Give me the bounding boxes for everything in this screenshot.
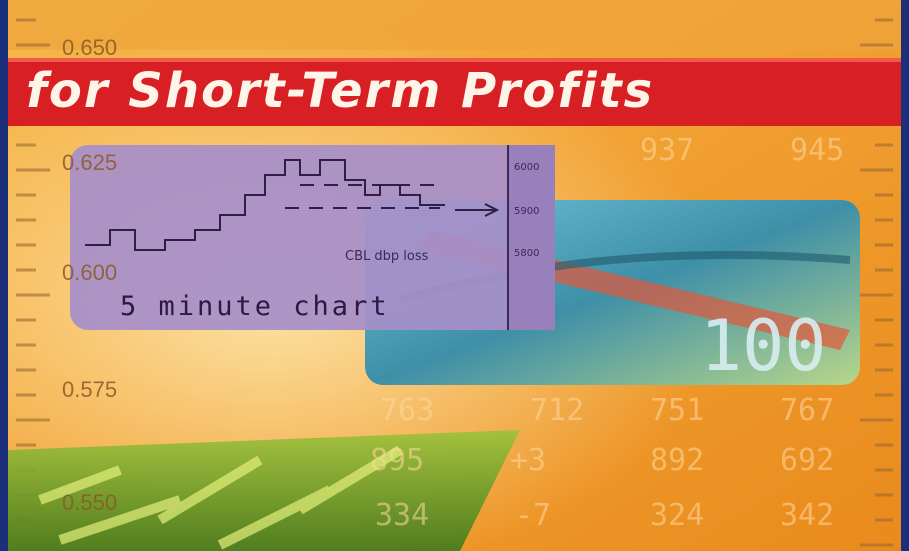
background-number: 892	[650, 443, 704, 478]
scale-label: 0.650	[62, 35, 117, 60]
scale-label: 0.575	[62, 377, 117, 402]
top-band	[8, 0, 901, 50]
background-number: +3	[510, 443, 546, 478]
scale-label: 0.625	[62, 150, 117, 175]
background-number: 763	[380, 393, 434, 428]
background-number: -7	[515, 498, 551, 533]
background-number: 895	[370, 443, 424, 478]
background-number: 945	[790, 133, 844, 168]
inset-axis-label: 5800	[514, 248, 539, 259]
background-number: 692	[780, 443, 834, 478]
banner: for Short-Term Profits	[8, 58, 901, 126]
inset-chart: CBL dbp loss 5 minute chart 6000 5900 5800	[70, 145, 555, 330]
inset-annotation: CBL dbp loss	[345, 249, 429, 264]
background-number: 342	[780, 498, 834, 533]
cover: 100 937 945 763 712 751 767 895 +3 892 692 334 -7 32…	[0, 0, 909, 551]
scale-label: 0.550	[62, 490, 117, 515]
background-number: 751	[650, 393, 704, 428]
background-number: 324	[650, 498, 704, 533]
background-number: 937	[640, 133, 694, 168]
background-number: 712	[530, 393, 584, 428]
inset-axis-label: 5900	[514, 206, 539, 217]
scale-label: 0.600	[62, 260, 117, 285]
background-number: 767	[780, 393, 834, 428]
note-denomination: 100	[700, 305, 826, 387]
inset-caption: 5 minute chart	[120, 291, 390, 322]
banner-title: for Short-Term Profits	[26, 63, 654, 119]
inset-axis-label: 6000	[514, 162, 539, 173]
background-number: 334	[375, 498, 429, 533]
